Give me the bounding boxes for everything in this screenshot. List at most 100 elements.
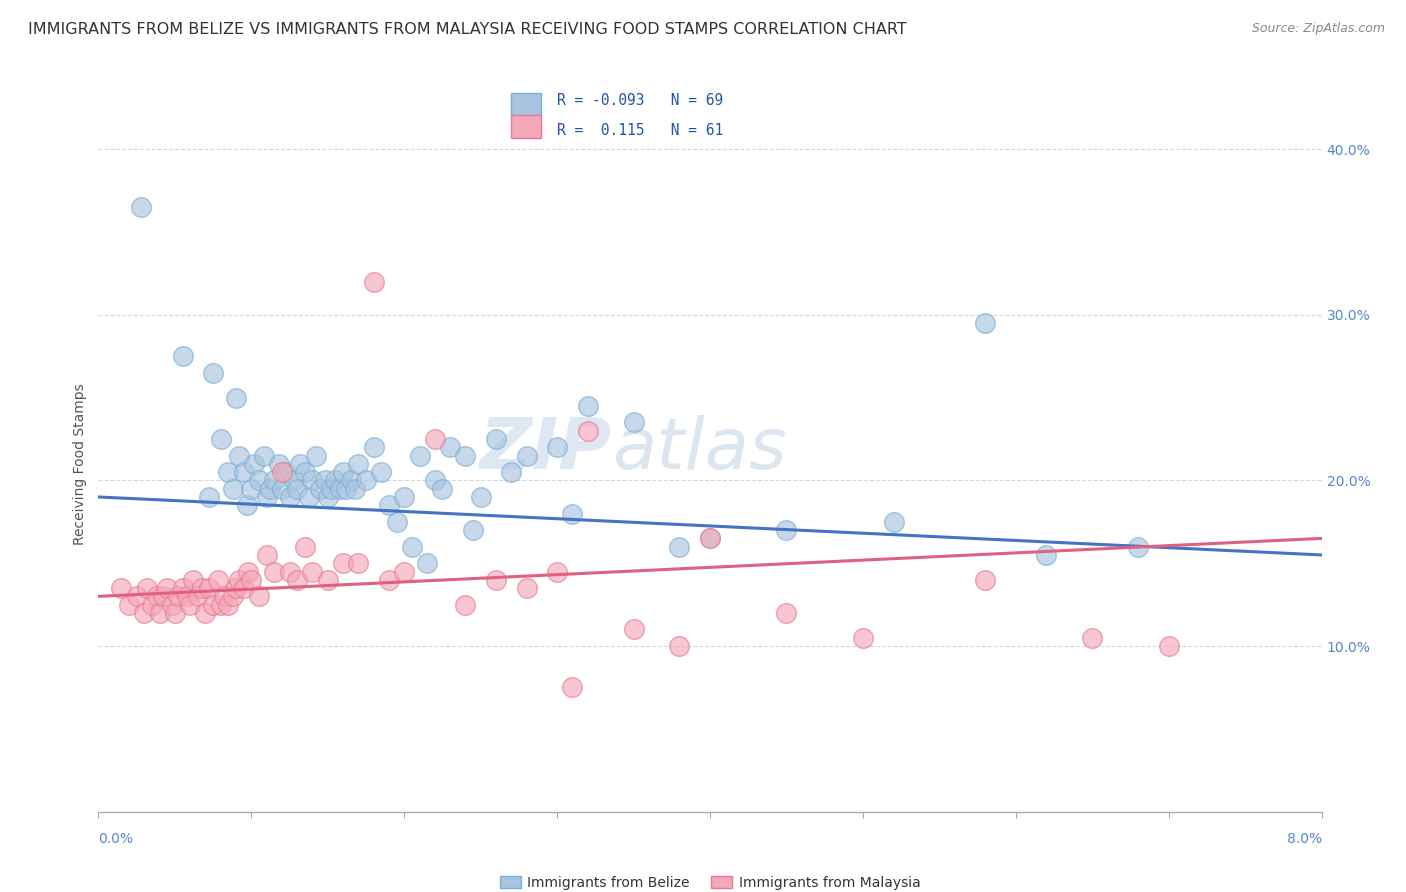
FancyBboxPatch shape	[512, 115, 541, 138]
Point	[202, 598, 225, 612]
Point	[623, 623, 645, 637]
Point	[408, 449, 430, 463]
Point	[470, 490, 492, 504]
Legend: Immigrants from Belize, Immigrants from Malaysia: Immigrants from Belize, Immigrants from …	[494, 870, 927, 892]
Point	[485, 573, 508, 587]
Point	[699, 532, 721, 546]
Point	[1157, 639, 1180, 653]
Point	[263, 474, 285, 488]
Text: ZIP: ZIP	[479, 416, 612, 484]
Point	[515, 449, 537, 463]
Y-axis label: Receiving Food Stamps: Receiving Food Stamps	[73, 383, 87, 545]
Point	[301, 474, 323, 488]
Point	[501, 465, 523, 479]
Point	[156, 581, 179, 595]
Point	[432, 482, 454, 496]
Point	[392, 490, 416, 504]
Point	[546, 565, 568, 579]
Point	[561, 681, 583, 695]
Point	[197, 581, 219, 595]
Point	[235, 498, 257, 512]
Point	[344, 482, 367, 496]
Point	[259, 482, 281, 496]
Point	[228, 573, 250, 587]
Point	[1081, 631, 1104, 645]
Point	[152, 590, 174, 604]
Point	[439, 440, 461, 454]
Point	[256, 548, 278, 562]
Point	[160, 598, 183, 612]
Point	[222, 590, 245, 604]
Point	[149, 606, 172, 620]
Point	[225, 581, 247, 595]
Point	[125, 590, 148, 604]
Point	[278, 565, 301, 579]
Point	[1035, 548, 1057, 562]
Point	[129, 200, 152, 214]
Point	[209, 598, 232, 612]
Point	[270, 482, 294, 496]
Point	[238, 565, 260, 579]
Point	[775, 606, 797, 620]
Point	[309, 482, 332, 496]
Point	[325, 474, 347, 488]
Point	[228, 449, 250, 463]
Point	[699, 532, 721, 546]
Point	[163, 606, 186, 620]
Point	[423, 432, 446, 446]
Point	[217, 465, 239, 479]
Point	[515, 581, 537, 595]
Point	[354, 474, 377, 488]
Point	[179, 598, 201, 612]
Text: IMMIGRANTS FROM BELIZE VS IMMIGRANTS FROM MALAYSIA RECEIVING FOOD STAMPS CORRELA: IMMIGRANTS FROM BELIZE VS IMMIGRANTS FRO…	[28, 22, 907, 37]
Point	[134, 606, 156, 620]
Point	[1128, 540, 1150, 554]
Point	[335, 482, 357, 496]
Point	[298, 490, 321, 504]
Point	[332, 556, 354, 570]
Point	[247, 590, 270, 604]
Text: R = -0.093   N = 69: R = -0.093 N = 69	[557, 93, 723, 108]
Point	[240, 482, 263, 496]
Text: Source: ZipAtlas.com: Source: ZipAtlas.com	[1251, 22, 1385, 36]
Point	[370, 465, 392, 479]
Point	[232, 465, 254, 479]
Point	[172, 581, 194, 595]
Point	[485, 432, 508, 446]
Point	[191, 581, 214, 595]
Point	[267, 457, 290, 471]
Point	[212, 590, 235, 604]
Point	[118, 598, 141, 612]
Point	[461, 523, 484, 537]
Point	[668, 639, 690, 653]
Point	[197, 490, 219, 504]
Text: 8.0%: 8.0%	[1286, 832, 1322, 846]
Point	[363, 275, 385, 289]
Point	[252, 449, 274, 463]
Point	[454, 598, 477, 612]
Text: atlas: atlas	[612, 416, 787, 484]
Point	[270, 465, 294, 479]
Point	[852, 631, 875, 645]
Point	[347, 556, 370, 570]
Point	[290, 457, 312, 471]
Point	[974, 573, 997, 587]
Point	[301, 565, 323, 579]
Point	[416, 556, 439, 570]
Point	[176, 590, 198, 604]
Point	[668, 540, 690, 554]
Point	[392, 565, 416, 579]
Point	[339, 474, 361, 488]
Point	[145, 590, 167, 604]
Point	[378, 573, 401, 587]
Point	[263, 565, 285, 579]
Point	[217, 598, 239, 612]
Point	[202, 366, 225, 380]
Point	[110, 581, 132, 595]
Point	[209, 432, 232, 446]
Point	[278, 490, 301, 504]
Point	[385, 515, 408, 529]
Point	[294, 540, 316, 554]
Point	[883, 515, 905, 529]
Point	[274, 465, 297, 479]
